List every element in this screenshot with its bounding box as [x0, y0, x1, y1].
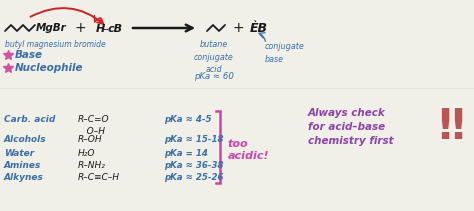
- Text: pKa ≈ 15-18: pKa ≈ 15-18: [164, 135, 224, 145]
- Text: R–NH₂: R–NH₂: [78, 161, 106, 169]
- Text: pKa = 14: pKa = 14: [164, 149, 208, 157]
- Text: butyl magnesium bromide: butyl magnesium bromide: [5, 40, 106, 49]
- Text: H: H: [96, 24, 105, 34]
- Text: R–C≡C–H: R–C≡C–H: [78, 173, 120, 183]
- Text: conjugate
base: conjugate base: [265, 42, 305, 64]
- Text: +: +: [232, 21, 244, 35]
- Text: R–OH: R–OH: [78, 135, 103, 145]
- Text: !: !: [436, 106, 455, 148]
- Text: Nucleophile: Nucleophile: [15, 63, 83, 73]
- Text: pKa ≈ 4-5: pKa ≈ 4-5: [164, 115, 211, 124]
- Text: Base: Base: [15, 50, 43, 60]
- Text: pKa ≈ 36-38: pKa ≈ 36-38: [164, 161, 224, 169]
- Text: H₂O: H₂O: [78, 149, 95, 157]
- Text: Carb. acid: Carb. acid: [4, 115, 55, 124]
- Text: pKa ≈ 60: pKa ≈ 60: [194, 72, 234, 81]
- Text: Water: Water: [4, 149, 34, 157]
- Text: !: !: [448, 106, 467, 148]
- Text: –: –: [102, 24, 108, 34]
- Text: +: +: [74, 21, 86, 35]
- Text: butane
conjugate
acid: butane conjugate acid: [194, 40, 234, 74]
- Text: ÈB: ÈB: [250, 22, 268, 35]
- Text: Amines: Amines: [4, 161, 41, 169]
- Text: cB: cB: [108, 24, 123, 34]
- Text: too
acidic!: too acidic!: [228, 139, 270, 161]
- Text: R–C=O: R–C=O: [78, 115, 109, 124]
- Text: Alkynes: Alkynes: [4, 173, 44, 183]
- Text: Alcohols: Alcohols: [4, 135, 46, 145]
- Text: Always check
for acid–base
chemistry first: Always check for acid–base chemistry fir…: [308, 108, 393, 146]
- Text: pKa ≈ 25-26: pKa ≈ 25-26: [164, 173, 224, 183]
- Text: O–H: O–H: [78, 127, 105, 135]
- Text: MgBr: MgBr: [36, 23, 67, 33]
